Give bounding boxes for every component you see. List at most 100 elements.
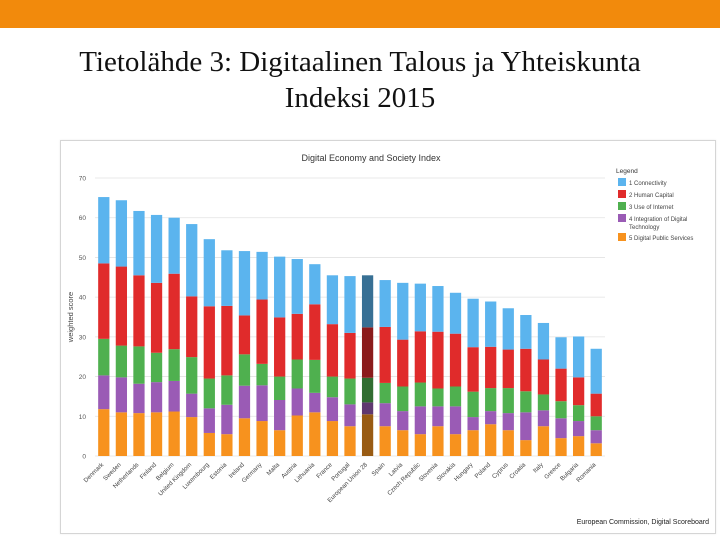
y-tick-label-70: 70: [79, 176, 87, 183]
bar-european-union-28-5-digital-public-services: [361, 414, 374, 456]
bar-stack-greece: [555, 337, 567, 456]
bar-austria-2-human-capital: [291, 313, 303, 360]
legend-swatch-use-of-internet: [618, 202, 626, 210]
bar-stack-portugal: [344, 276, 356, 456]
accent-top-bar: [0, 0, 720, 28]
bar-latvia-3-use-of-internet: [397, 386, 409, 412]
bar-lithuania-5-digital-public-services: [309, 412, 321, 456]
bar-poland-5-digital-public-services: [485, 424, 497, 456]
x-tick-label-italy: Italy: [532, 461, 546, 475]
bar-latvia-2-human-capital: [397, 339, 409, 387]
legend-item-integration: 4 Integration of Digital Technology: [618, 214, 687, 231]
bar-spain-3-use-of-internet: [379, 382, 391, 404]
bar-stack-germany: [256, 251, 268, 456]
slide-title-line-1: Tietolähde 3: Digitaalinen Talous ja Yht…: [79, 46, 641, 78]
bar-stack-latvia: [397, 282, 409, 456]
bar-stack-france: [326, 275, 339, 456]
bar-malta-3-use-of-internet: [274, 376, 286, 401]
bar-united-kingdom-5-digital-public-services: [186, 417, 198, 456]
bar-ireland-2-human-capital: [238, 315, 251, 355]
bar-stack-cyprus: [502, 308, 514, 456]
bar-czech-republic-4-integration-of-digital-technology: [414, 406, 426, 435]
bar-luxembourg-3-use-of-internet: [203, 378, 215, 409]
y-tick-label-40: 40: [79, 295, 87, 302]
x-tick-label-spain: Spain: [370, 461, 387, 478]
bar-slovenia-5-digital-public-services: [432, 426, 444, 456]
legend-label-use-of-internet: 3 Use of Internet: [629, 205, 674, 211]
bar-croatia-1-connectivity: [520, 315, 532, 349]
bar-cyprus-4-integration-of-digital-technology: [502, 413, 514, 431]
bar-cyprus-5-digital-public-services: [502, 430, 514, 456]
y-axis-label: weighted score: [66, 292, 75, 343]
bar-sweden-4-integration-of-digital-technology: [115, 377, 128, 413]
bar-bulgaria-3-use-of-internet: [572, 405, 585, 422]
bar-stack-romania: [590, 348, 602, 456]
bar-stack-denmark: [98, 197, 110, 456]
bar-belgium-1-connectivity: [168, 217, 180, 274]
bar-netherlands-3-use-of-internet: [133, 346, 145, 384]
x-tick-label-poland: Poland: [474, 461, 493, 480]
chart-frame: Digital Economy and Society Index 0 10 20 3…: [60, 140, 716, 534]
bar-ireland-3-use-of-internet: [238, 354, 251, 386]
bar-poland-1-connectivity: [485, 301, 497, 347]
bar-bulgaria-4-integration-of-digital-technology: [572, 421, 585, 437]
bar-estonia-1-connectivity: [221, 250, 233, 306]
bar-netherlands-2-human-capital: [133, 275, 145, 347]
bar-cyprus-1-connectivity: [502, 308, 514, 350]
bar-austria-5-digital-public-services: [291, 415, 303, 456]
y-tick-label-20: 20: [79, 374, 87, 381]
bar-slovakia-1-connectivity: [449, 292, 462, 334]
legend-label-integration-line-1: 4 Integration of Digital: [629, 217, 687, 223]
bar-belgium-3-use-of-internet: [168, 349, 180, 381]
bar-stack-slovakia: [449, 292, 462, 456]
legend-swatch-connectivity: [618, 178, 626, 186]
legend-label-public-services: 5 Digital Public Services: [629, 236, 693, 242]
bar-portugal-3-use-of-internet: [344, 378, 356, 405]
bar-greece-4-integration-of-digital-technology: [555, 418, 567, 439]
bar-stack-sweden: [115, 200, 128, 456]
bar-estonia-4-integration-of-digital-technology: [221, 404, 233, 435]
x-tick-label-lithuania: Lithuania: [294, 461, 317, 484]
bar-bulgaria-1-connectivity: [572, 336, 585, 378]
y-tick-label-50: 50: [79, 255, 87, 262]
bar-european-union-28-2-human-capital: [361, 327, 374, 378]
bar-estonia-2-human-capital: [221, 305, 233, 376]
bar-czech-republic-5-digital-public-services: [414, 434, 426, 456]
bar-lithuania-4-integration-of-digital-technology: [309, 392, 321, 413]
bar-france-5-digital-public-services: [326, 421, 339, 456]
bar-belgium-5-digital-public-services: [168, 411, 180, 456]
legend-title: Legend: [616, 168, 638, 175]
bar-poland-4-integration-of-digital-technology: [485, 411, 497, 425]
x-tick-label-estonia: Estonia: [209, 461, 229, 481]
bar-slovakia-5-digital-public-services: [449, 434, 462, 456]
bar-germany-2-human-capital: [256, 299, 268, 364]
x-tick-label-cyprus: Cyprus: [491, 461, 510, 480]
bar-italy-5-digital-public-services: [537, 426, 550, 456]
bar-czech-republic-2-human-capital: [414, 331, 426, 383]
bar-ireland-5-digital-public-services: [238, 418, 251, 456]
legend-item-use-of-internet: 3 Use of Internet: [618, 202, 674, 211]
bar-malta-1-connectivity: [274, 256, 286, 318]
bar-ireland-1-connectivity: [238, 251, 251, 316]
bar-stack-slovenia: [432, 286, 444, 456]
bar-luxembourg-4-integration-of-digital-technology: [203, 408, 215, 433]
bar-croatia-3-use-of-internet: [520, 391, 532, 413]
legend-label-connectivity: 1 Connectivity: [629, 181, 667, 187]
bar-portugal-1-connectivity: [344, 276, 356, 333]
bar-united-kingdom-1-connectivity: [186, 224, 198, 297]
bar-stack-poland: [485, 301, 497, 456]
bar-stack-italy: [537, 322, 550, 456]
bar-greece-5-digital-public-services: [555, 438, 567, 456]
bar-sweden-3-use-of-internet: [115, 345, 128, 378]
bar-netherlands-1-connectivity: [133, 210, 145, 276]
bar-romania-3-use-of-internet: [590, 416, 602, 431]
bar-czech-republic-3-use-of-internet: [414, 382, 426, 407]
bar-stack-netherlands: [133, 210, 145, 456]
slide-title-line-2: Indeksi 2015: [284, 82, 436, 114]
legend-swatch-public-services: [618, 233, 626, 241]
bar-netherlands-4-integration-of-digital-technology: [133, 383, 145, 414]
bar-sweden-2-human-capital: [115, 266, 128, 346]
bar-denmark-3-use-of-internet: [98, 338, 110, 376]
bar-finland-3-use-of-internet: [150, 352, 163, 383]
legend-swatch-human-capital: [618, 190, 626, 198]
